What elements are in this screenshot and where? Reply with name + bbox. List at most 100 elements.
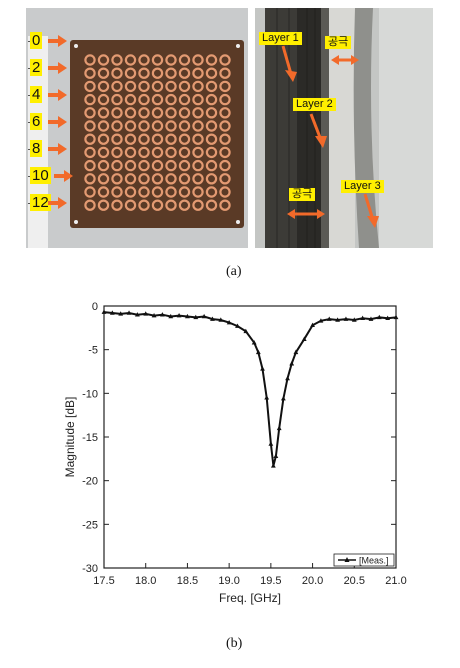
patch-element <box>97 67 110 79</box>
patch-element <box>138 159 150 172</box>
patch-element <box>138 133 150 145</box>
data-point <box>301 336 307 341</box>
patch-element <box>178 146 191 159</box>
patch-element <box>124 54 137 66</box>
patch-element <box>111 67 123 79</box>
data-point <box>160 312 165 317</box>
arrow-layer-2 <box>309 113 323 141</box>
antenna-board-photo: 0 2 4 6 8 10 12 <box>26 8 248 248</box>
arrow-gap-top-left-head <box>331 55 339 65</box>
patch-element <box>165 67 177 79</box>
patch-element <box>165 93 177 106</box>
plot-border <box>103 305 397 569</box>
patch-element <box>97 173 110 185</box>
series-group <box>101 309 399 468</box>
patch-element <box>205 67 218 79</box>
legend: [Meas.] <box>333 553 395 567</box>
patch-element <box>84 107 96 119</box>
patch-element <box>138 186 150 198</box>
arrow-gap-top-right-head <box>351 55 359 65</box>
data-point <box>243 328 249 334</box>
patch-element <box>205 54 218 66</box>
patch-element <box>205 133 218 145</box>
patch-element <box>138 80 150 93</box>
caption-b: (b) <box>226 636 243 651</box>
data-point <box>218 317 224 322</box>
patch-element <box>138 199 150 211</box>
patch-element <box>151 67 164 79</box>
y-axis-ticks: 0 -5 -10 -15 -20 -25 -30 <box>82 301 396 575</box>
patch-element <box>178 159 191 172</box>
patch-element <box>138 107 150 119</box>
data-point <box>168 313 174 319</box>
patch-element <box>165 80 177 93</box>
patch-element <box>124 146 137 159</box>
patch-element <box>111 146 123 159</box>
patch-element <box>84 173 96 185</box>
patch-element <box>84 67 96 79</box>
data-point <box>326 316 332 321</box>
patch-element <box>205 80 218 93</box>
x-tick-label: 17.5 <box>93 575 114 587</box>
patch-element <box>205 186 218 198</box>
patch-element <box>151 80 164 93</box>
data-point <box>109 310 115 315</box>
patch-element <box>151 107 164 119</box>
layer-3-label: Layer 3 <box>341 180 384 193</box>
arrow-layer-1-head <box>285 70 297 82</box>
patch-element <box>205 93 218 106</box>
patch-element <box>151 173 164 185</box>
patch-element <box>192 107 204 119</box>
y-tick-label: -30 <box>82 563 98 575</box>
ruler-label: 0 <box>30 32 43 49</box>
patch-element <box>165 146 177 159</box>
ruler-label: 10 <box>30 167 51 184</box>
patch-element <box>178 107 191 119</box>
data-point <box>176 313 182 318</box>
patch-element <box>205 159 218 172</box>
data-point <box>280 395 286 401</box>
y-axis-title: Magnitude [dB] <box>63 397 77 478</box>
patch-element <box>124 159 137 172</box>
x-tick-label: 21.0 <box>385 575 406 587</box>
ruler-label: 6 <box>30 113 43 130</box>
patch-element <box>178 54 191 66</box>
data-point <box>343 316 349 321</box>
patch-element <box>84 186 96 198</box>
patch-element <box>219 173 231 185</box>
patch-element <box>124 80 137 93</box>
patch-element <box>84 146 96 159</box>
data-point <box>385 315 391 321</box>
patch-element <box>192 146 204 159</box>
x-tick-label: 20.0 <box>302 575 323 587</box>
x-axis-ticks: 17.5 18.0 18.5 19.0 19.5 20.0 20.5 21.0 <box>93 563 407 587</box>
y-tick-label: -20 <box>82 476 98 488</box>
x-tick-label: 20.5 <box>344 575 365 587</box>
patch-element <box>151 159 164 172</box>
patch-element <box>219 93 231 106</box>
patch-element <box>165 107 177 119</box>
patch-element <box>84 80 96 93</box>
patch-element <box>178 67 191 79</box>
data-point <box>226 319 232 325</box>
patch-element <box>205 173 218 185</box>
patch-element <box>124 173 137 185</box>
patch-element <box>111 93 123 106</box>
data-point <box>268 441 274 446</box>
y-tick-label: -15 <box>82 432 98 444</box>
data-point <box>293 349 299 355</box>
y-tick-label: 0 <box>92 301 98 313</box>
legend-box <box>333 553 395 567</box>
patch-element <box>97 146 110 159</box>
s-parameter-chart: 0 -5 -10 -15 -20 -25 -30 17.5 18.0 18.5 19.0 19.5 2… <box>63 301 407 605</box>
caption-a: (a) <box>226 264 242 279</box>
patch-element <box>192 67 204 79</box>
patch-element <box>219 159 231 172</box>
data-point <box>285 375 290 381</box>
patch-element <box>205 199 218 211</box>
patch-element <box>151 186 164 198</box>
data-point <box>151 313 157 318</box>
patch-element <box>192 80 204 93</box>
patch-element <box>111 80 123 93</box>
y-tick-label: -25 <box>82 519 98 531</box>
